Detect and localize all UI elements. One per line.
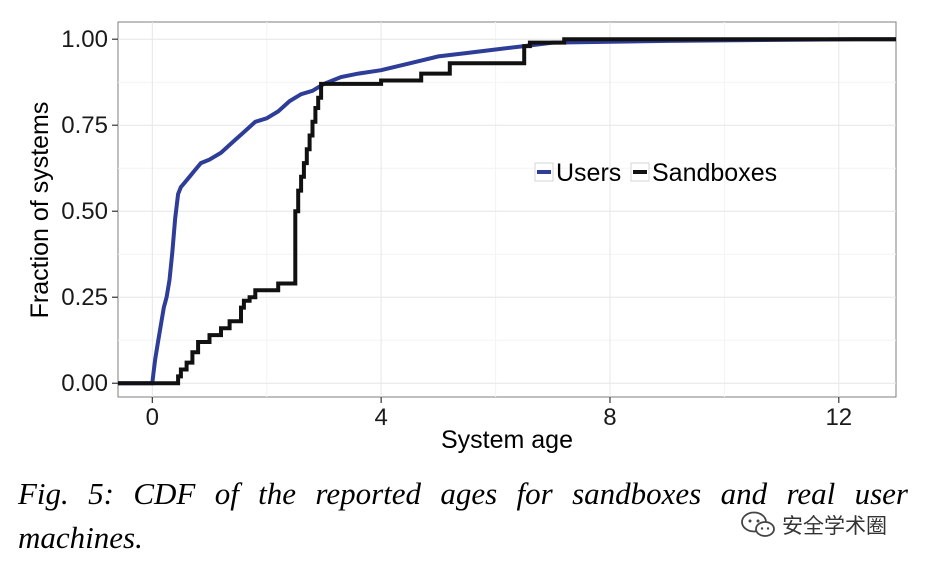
y-tick-label: 1.00 bbox=[61, 26, 108, 53]
series-line-sandboxes bbox=[118, 37, 896, 386]
series-lines bbox=[118, 37, 896, 386]
y-tick-label: 0.00 bbox=[61, 370, 108, 397]
x-tick-label: 8 bbox=[603, 404, 616, 431]
x-tick-label: 0 bbox=[146, 404, 159, 431]
legend-label-sandboxes: Sandboxes bbox=[652, 159, 777, 187]
y-axis-title: Fraction of systems bbox=[26, 102, 54, 319]
cdf-chart: 0.00 0.25 0.50 0.75 1.00 0 4 8 12 System age Fr… bbox=[26, 21, 897, 454]
legend-label-users: Users bbox=[556, 159, 621, 187]
y-axis: 0.00 0.25 0.50 0.75 1.00 bbox=[61, 26, 118, 397]
x-axis-title: System age bbox=[441, 426, 573, 454]
y-tick-label: 0.25 bbox=[61, 284, 108, 311]
x-axis: 0 4 8 12 bbox=[146, 397, 852, 431]
y-tick-label: 0.50 bbox=[61, 198, 108, 225]
grid-lines bbox=[118, 22, 896, 397]
figure-caption: Fig. 5: CDF of the reported ages for san… bbox=[18, 476, 908, 555]
watermark-text: 安全学术圈 bbox=[782, 514, 887, 538]
x-tick-label: 12 bbox=[825, 404, 852, 431]
plot-panel bbox=[117, 21, 897, 398]
legend: Users Sandboxes bbox=[534, 159, 777, 187]
series-line-users bbox=[118, 37, 896, 386]
y-tick-label: 0.75 bbox=[61, 112, 108, 139]
x-tick-label: 4 bbox=[374, 404, 387, 431]
watermark: 安全学术圈 bbox=[740, 510, 887, 540]
wechat-bubble-icon bbox=[741, 511, 775, 537]
